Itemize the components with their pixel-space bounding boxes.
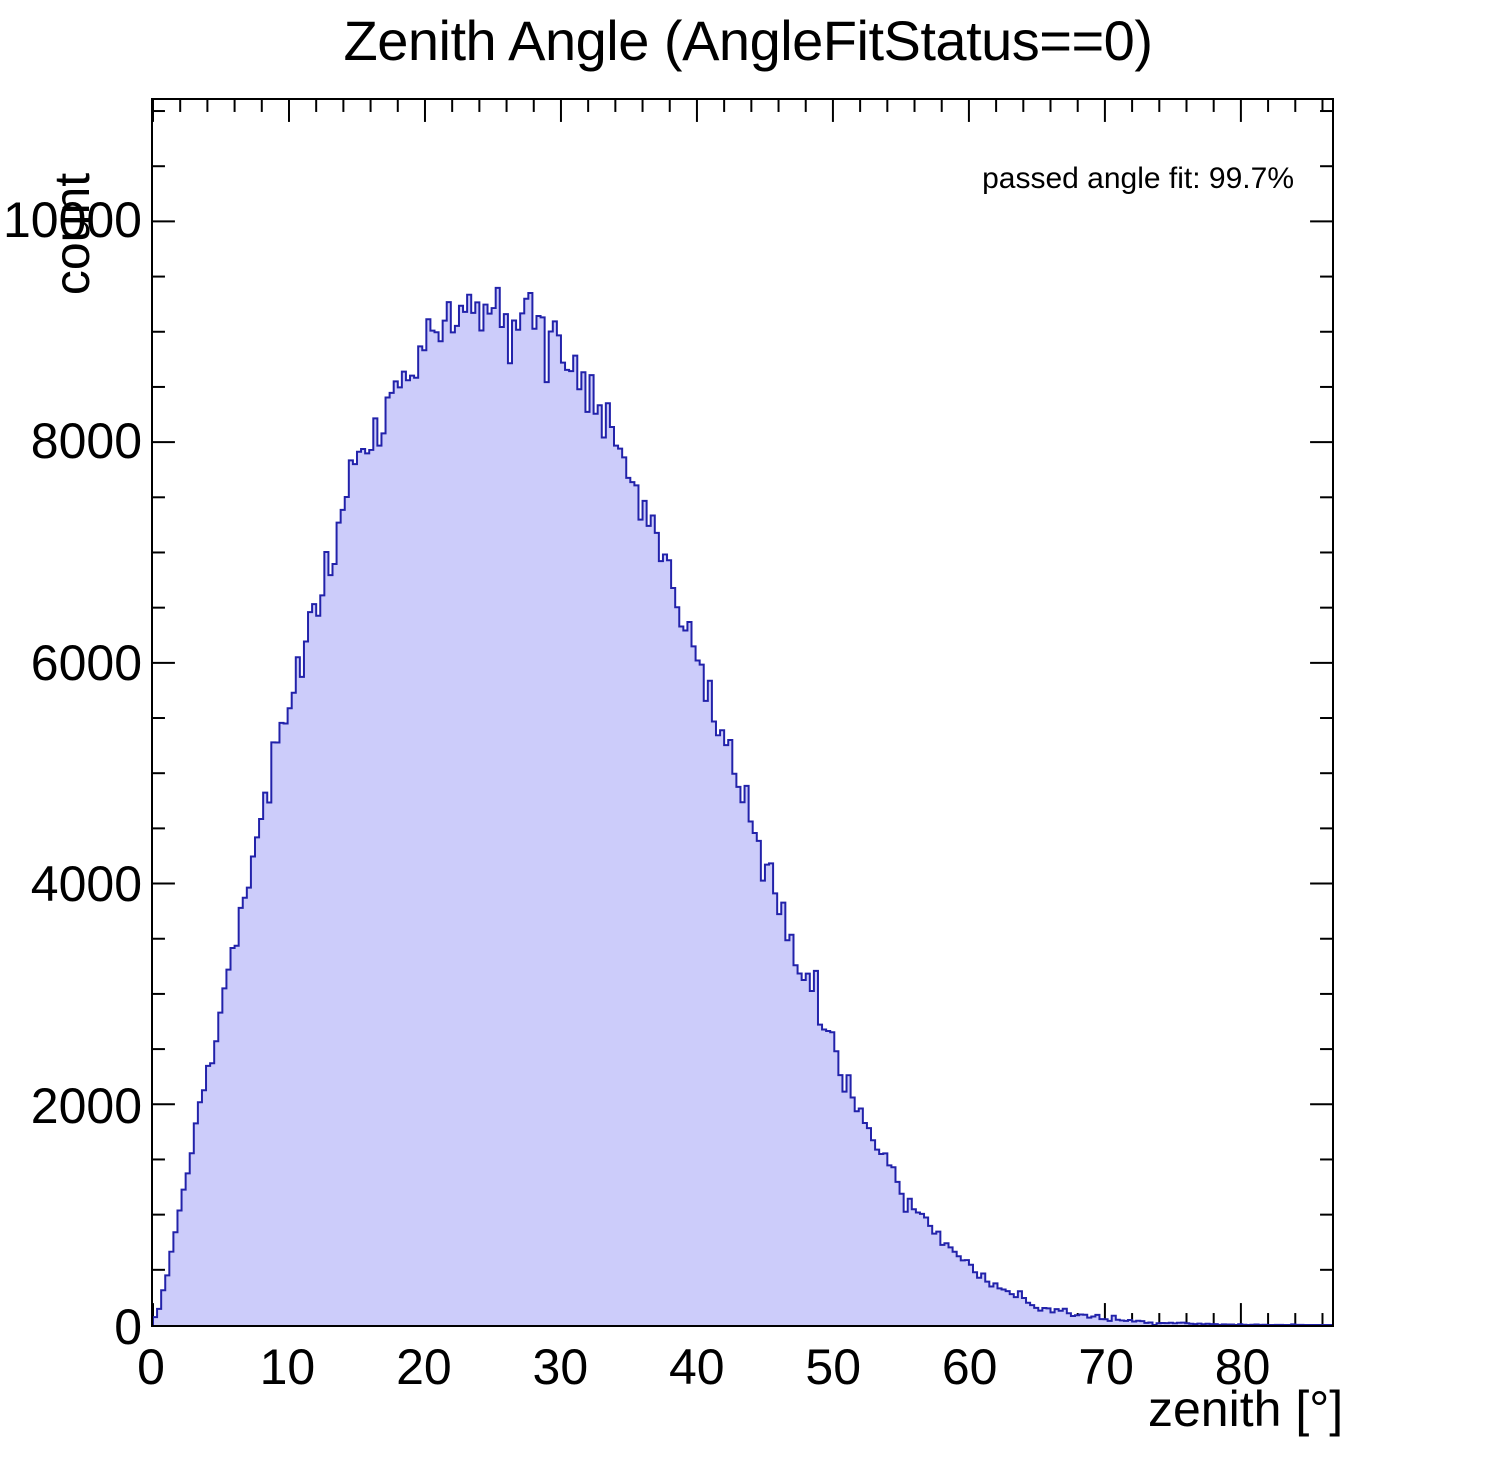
x-tick-label: 70 — [1078, 1339, 1134, 1395]
y-tick-label: 6000 — [30, 634, 142, 691]
x-tick-label: 50 — [805, 1339, 862, 1395]
histogram-svg — [153, 100, 1332, 1325]
y-tick-label: 2000 — [30, 1077, 142, 1134]
page-title: Zenith Angle (AngleFitStatus==0) — [343, 9, 1153, 72]
histogram-fill — [153, 287, 1332, 1325]
x-tick-label: 0 — [137, 1339, 165, 1395]
x-tick-label: 80 — [1214, 1339, 1271, 1395]
x-tick-label: 40 — [668, 1339, 725, 1395]
histogram-outline — [153, 286, 1332, 1325]
y-tick-label: 4000 — [30, 856, 142, 913]
x-tick-label: 30 — [532, 1339, 589, 1395]
y-tick-label: 0 — [114, 1299, 142, 1355]
passed-angle-fit-annotation: passed angle fit: 99.7% — [982, 162, 1294, 195]
x-tick-label: 20 — [396, 1339, 452, 1395]
y-tick-label: 10000 — [2, 191, 142, 248]
plot-frame: passed angle fit: 99.7% — [151, 98, 1334, 1327]
y-tick-label: 8000 — [30, 413, 142, 470]
x-tick-label: 10 — [259, 1339, 316, 1395]
x-tick-label: 60 — [941, 1339, 998, 1395]
x-axis-title: zenith [°] — [1148, 1381, 1344, 1437]
